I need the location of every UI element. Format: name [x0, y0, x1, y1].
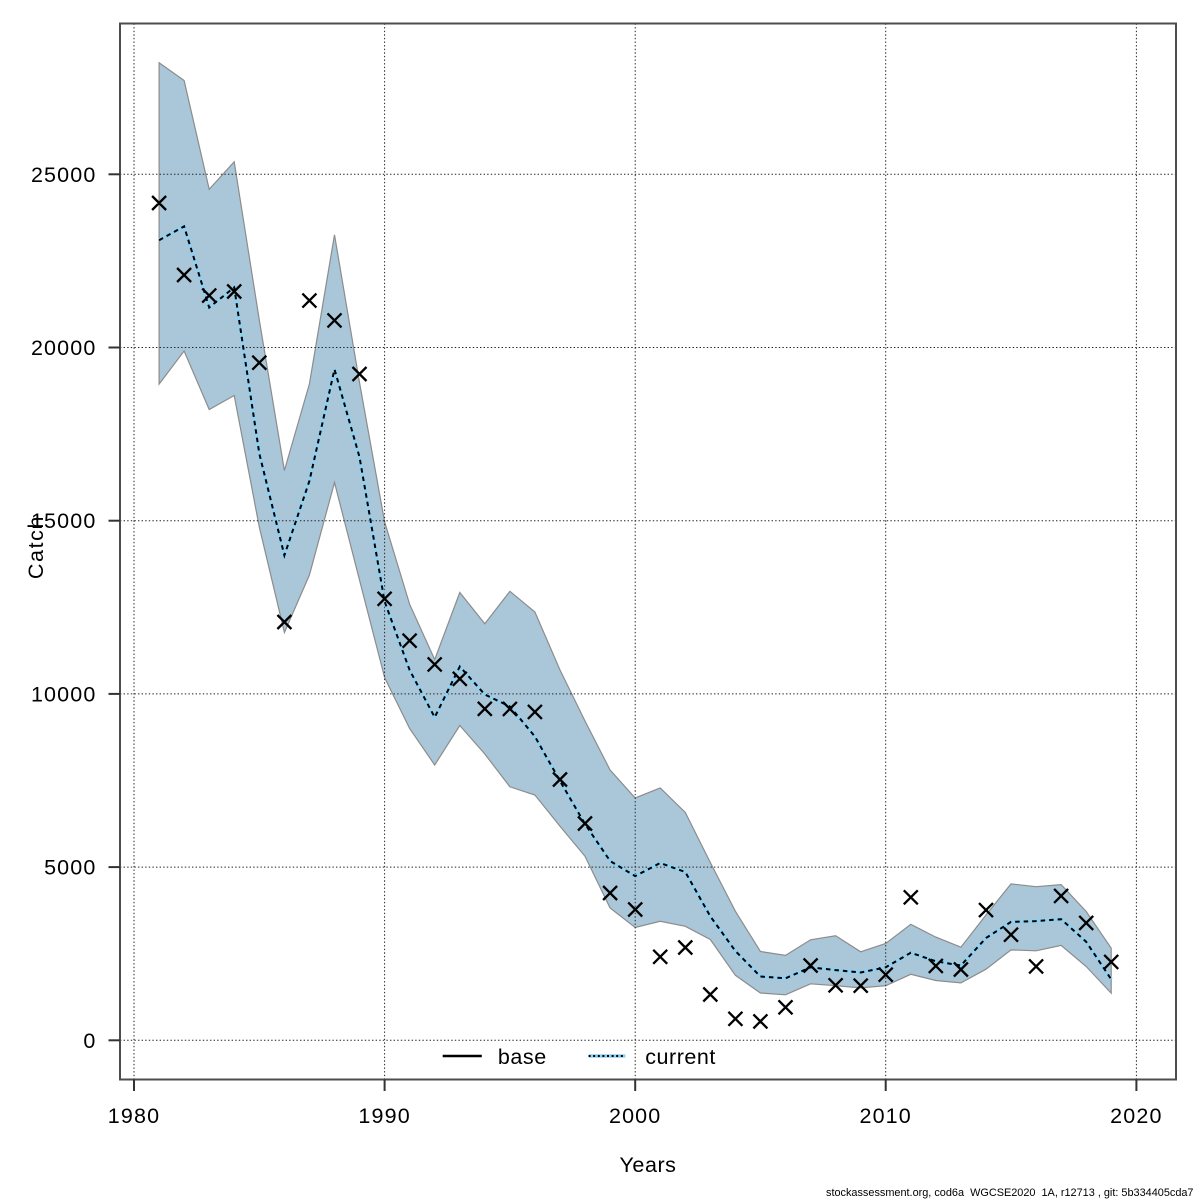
svg-text:stockassessment.org, cod6a WG: stockassessment.org, cod6a WGCSE2020 1A,…: [826, 1187, 1193, 1199]
svg-text:25000: 25000: [31, 163, 97, 187]
svg-text:Years: Years: [620, 1153, 677, 1177]
svg-text:20000: 20000: [31, 336, 97, 360]
svg-text:15000: 15000: [31, 509, 97, 533]
svg-text:1980: 1980: [108, 1104, 160, 1128]
svg-text:1990: 1990: [358, 1104, 410, 1128]
svg-text:base: base: [498, 1045, 547, 1069]
svg-text:Catch: Catch: [24, 515, 48, 579]
svg-text:5000: 5000: [44, 856, 96, 880]
svg-text:2020: 2020: [1110, 1104, 1162, 1128]
svg-text:10000: 10000: [31, 682, 97, 706]
svg-text:0: 0: [83, 1029, 96, 1053]
svg-text:2010: 2010: [859, 1104, 911, 1128]
svg-text:current: current: [645, 1045, 716, 1069]
svg-text:2000: 2000: [609, 1104, 661, 1128]
